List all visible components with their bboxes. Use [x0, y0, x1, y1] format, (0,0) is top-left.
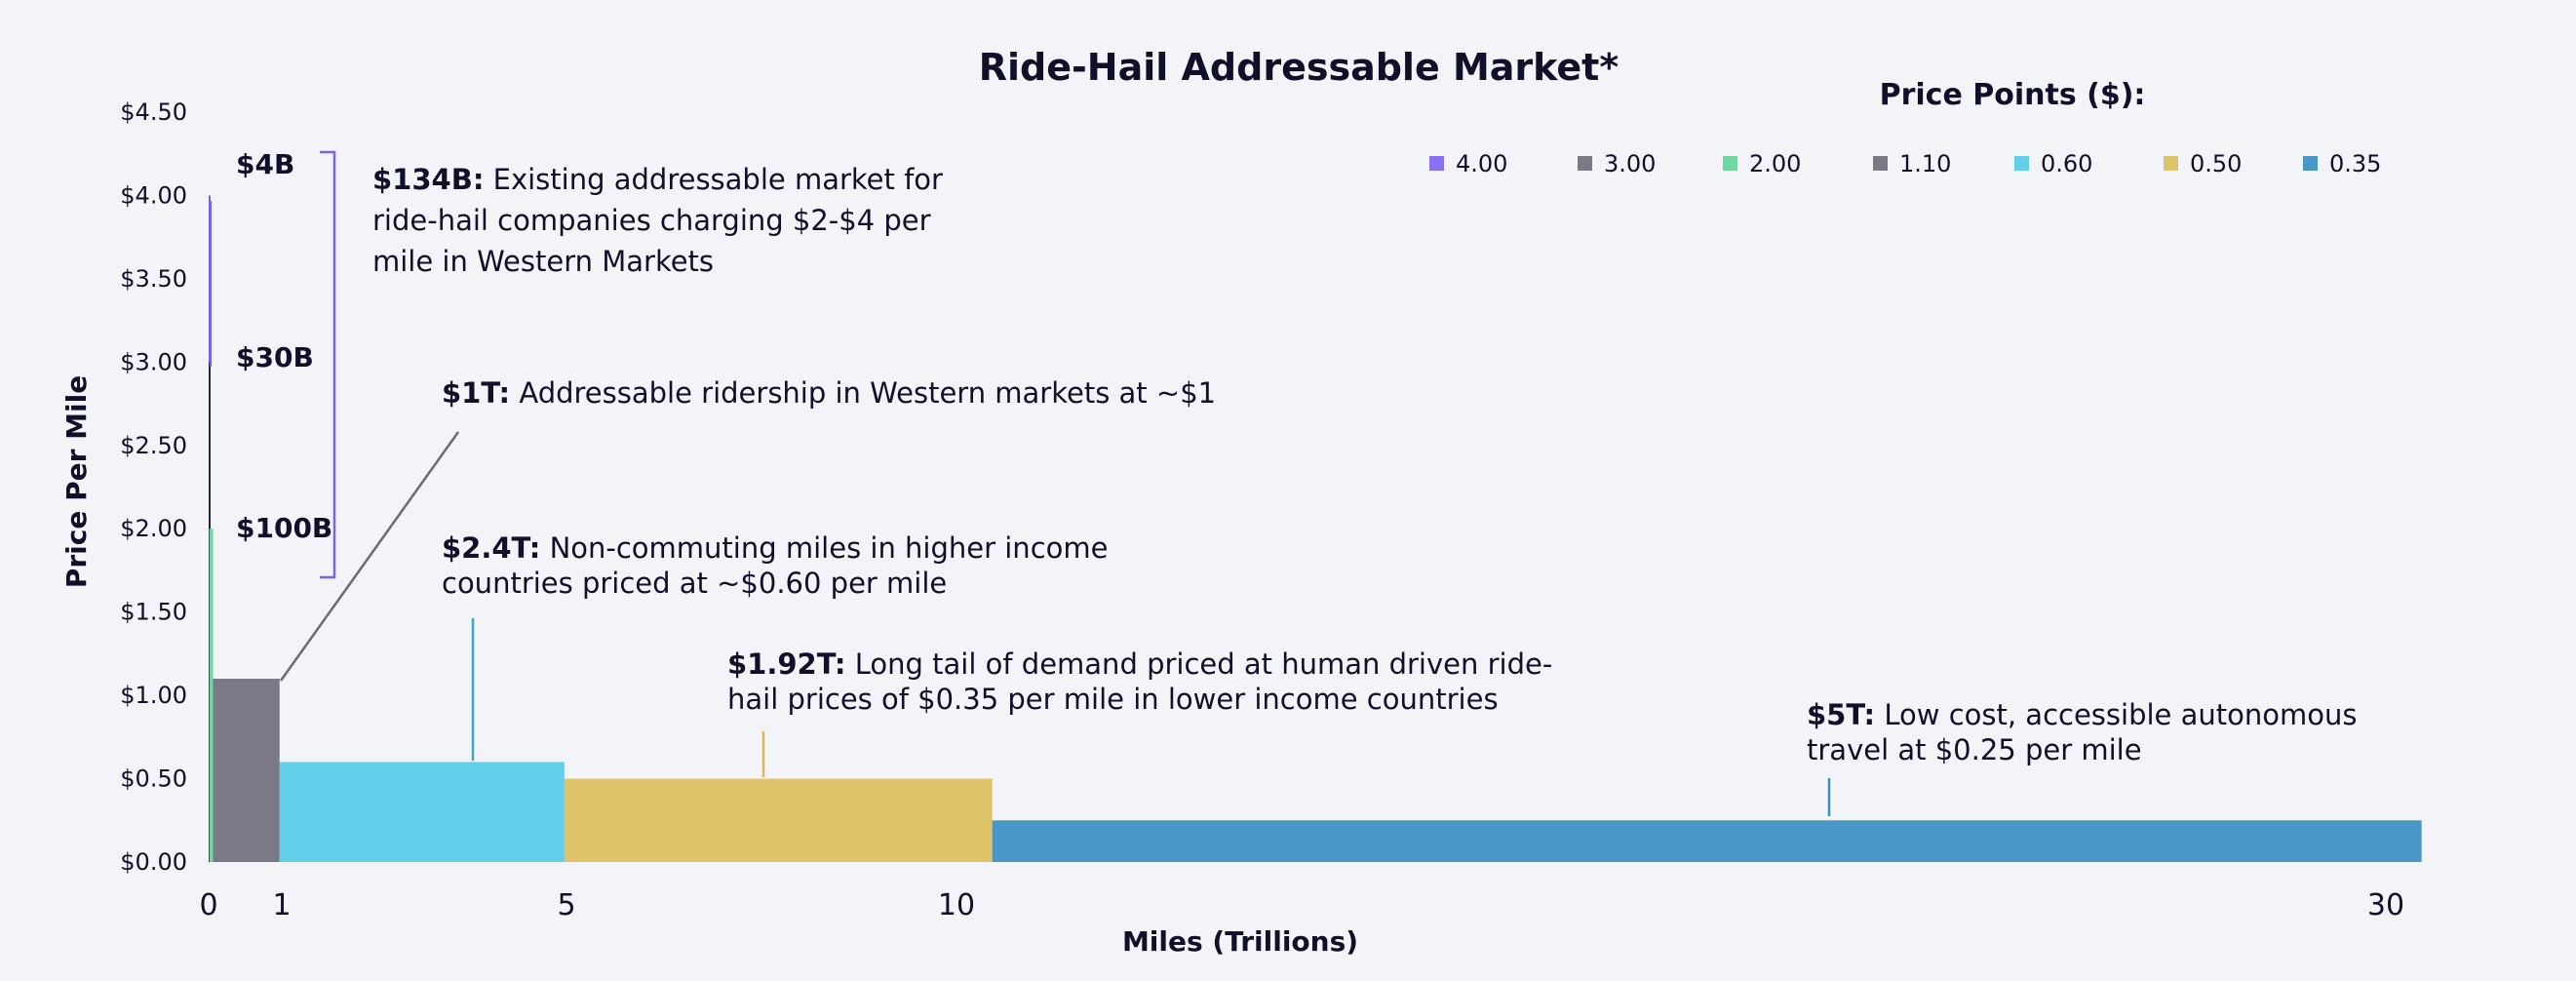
- y-tick-label: $2.50: [120, 432, 187, 459]
- legend: 4.00 3.00 2.00 1.10 0.60 0.50 0.35: [1429, 150, 2381, 177]
- y-axis-ticks: $0.00 $0.50 $1.00 $1.50 $2.00 $2.50 $3.00 $3.50…: [120, 98, 187, 876]
- legend-label: 2.00: [1749, 150, 1801, 177]
- x-axis-label: Miles (Trillions): [1122, 925, 1358, 958]
- x-tick-label: 1: [272, 888, 291, 922]
- annotation-134b: $134B: Existing addressable market for r…: [372, 163, 952, 278]
- chart-title: Ride-Hail Addressable Market*: [979, 46, 1620, 89]
- y-tick-label: $4.00: [120, 181, 187, 209]
- x-tick-label: 10: [938, 888, 975, 922]
- legend-label: 4.00: [1456, 150, 1507, 177]
- y-tick-label: $1.00: [120, 682, 187, 709]
- y-tick-label: $2.00: [120, 515, 187, 542]
- pointer-1t: [279, 431, 460, 682]
- y-tick-label: $0.50: [120, 765, 187, 793]
- legend-swatch: [2014, 156, 2029, 171]
- x-axis-ticks: 0 1 5 10 30: [199, 888, 2404, 922]
- legend-swatch: [2164, 156, 2178, 171]
- annotation-5t: $5T: Low cost, accessible autonomous tra…: [1807, 698, 2366, 766]
- x-tick-label: 5: [557, 888, 575, 922]
- y-axis-label: Price Per Mile: [60, 375, 93, 588]
- annotation-1t: $1T: Addressable ridership in Western ma…: [442, 376, 1216, 410]
- y-tick-label: $4.50: [120, 98, 187, 126]
- bar-0-60: [279, 762, 565, 862]
- legend-label: 3.00: [1604, 150, 1656, 177]
- bar-1-10: [213, 679, 280, 862]
- bars: [209, 195, 2422, 862]
- legend-swatch: [2303, 156, 2318, 171]
- bar-0-35: [992, 820, 2422, 862]
- annotation-1-92t: $1.92T: Long tail of demand priced at hu…: [727, 647, 1562, 716]
- x-tick-label: 30: [2367, 888, 2404, 922]
- legend-label: 1.10: [1899, 150, 1951, 177]
- legend-label: 0.35: [2329, 150, 2381, 177]
- bracket-label-30b: $30B: [236, 341, 314, 373]
- bracket-label-4b: $4B: [236, 148, 294, 180]
- y-tick-label: $0.00: [120, 848, 187, 876]
- bracket-line: [320, 150, 336, 579]
- y-tick-label: $1.50: [120, 599, 187, 626]
- y-tick-label: $3.00: [120, 348, 187, 375]
- bar-2-00: [209, 529, 214, 862]
- legend-swatch: [1429, 156, 1444, 171]
- legend-swatch: [1723, 156, 1737, 171]
- legend-label: 0.50: [2190, 150, 2242, 177]
- x-tick-label: 0: [199, 888, 217, 922]
- bar-0-50: [564, 778, 993, 862]
- bracket-label-100b: $100B: [236, 512, 332, 544]
- legend-title: Price Points ($):: [1880, 78, 2146, 112]
- legend-swatch: [1873, 156, 1888, 171]
- legend-swatch: [1578, 156, 1592, 171]
- y-tick-label: $3.50: [120, 265, 187, 293]
- legend-label: 0.60: [2041, 150, 2092, 177]
- annotation-2-4t: $2.4T: Non-commuting miles in higher inc…: [442, 531, 1117, 600]
